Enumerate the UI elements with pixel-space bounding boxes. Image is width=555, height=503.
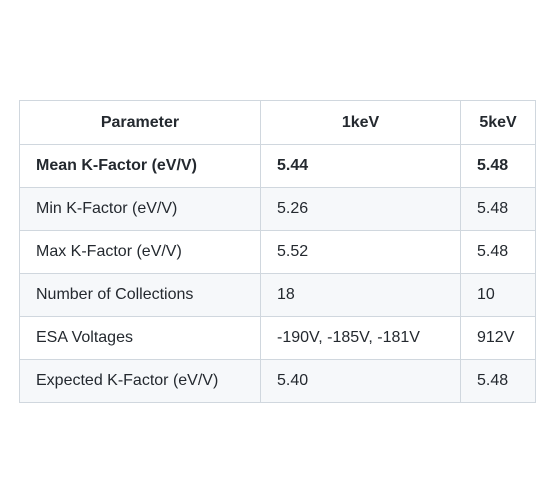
cell-parameter: Number of Collections bbox=[19, 273, 261, 317]
header-row: Parameter 1keV 5keV bbox=[19, 100, 536, 145]
cell-parameter: Max K-Factor (eV/V) bbox=[19, 230, 261, 274]
cell-5kev: 5.48 bbox=[460, 187, 536, 231]
table-row: Max K-Factor (eV/V) 5.52 5.48 bbox=[19, 230, 536, 274]
table-body: Mean K-Factor (eV/V) 5.44 5.48 Min K-Fac… bbox=[19, 144, 536, 403]
cell-1kev: -190V, -185V, -181V bbox=[260, 316, 461, 360]
cell-5kev: 5.48 bbox=[460, 144, 536, 188]
cell-parameter: ESA Voltages bbox=[19, 316, 261, 360]
table-row: Mean K-Factor (eV/V) 5.44 5.48 bbox=[19, 144, 536, 188]
cell-parameter: Expected K-Factor (eV/V) bbox=[19, 359, 261, 403]
table-header: Parameter 1keV 5keV bbox=[19, 100, 536, 145]
cell-5kev: 10 bbox=[460, 273, 536, 317]
table-row: Number of Collections 18 10 bbox=[19, 273, 536, 317]
cell-1kev: 5.26 bbox=[260, 187, 461, 231]
table-row: Expected K-Factor (eV/V) 5.40 5.48 bbox=[19, 359, 536, 403]
cell-5kev: 5.48 bbox=[460, 230, 536, 274]
header-parameter: Parameter bbox=[19, 100, 261, 145]
table-row: Min K-Factor (eV/V) 5.26 5.48 bbox=[19, 187, 536, 231]
k-factor-table: Parameter 1keV 5keV Mean K-Factor (eV/V)… bbox=[19, 100, 536, 403]
cell-1kev: 18 bbox=[260, 273, 461, 317]
cell-1kev: 5.40 bbox=[260, 359, 461, 403]
cell-5kev: 912V bbox=[460, 316, 536, 360]
k-factor-table-container: Parameter 1keV 5keV Mean K-Factor (eV/V)… bbox=[19, 100, 536, 403]
cell-1kev: 5.52 bbox=[260, 230, 461, 274]
header-5kev: 5keV bbox=[460, 100, 536, 145]
cell-parameter: Min K-Factor (eV/V) bbox=[19, 187, 261, 231]
header-1kev: 1keV bbox=[260, 100, 461, 145]
table-row: ESA Voltages -190V, -185V, -181V 912V bbox=[19, 316, 536, 360]
cell-5kev: 5.48 bbox=[460, 359, 536, 403]
cell-1kev: 5.44 bbox=[260, 144, 461, 188]
cell-parameter: Mean K-Factor (eV/V) bbox=[19, 144, 261, 188]
